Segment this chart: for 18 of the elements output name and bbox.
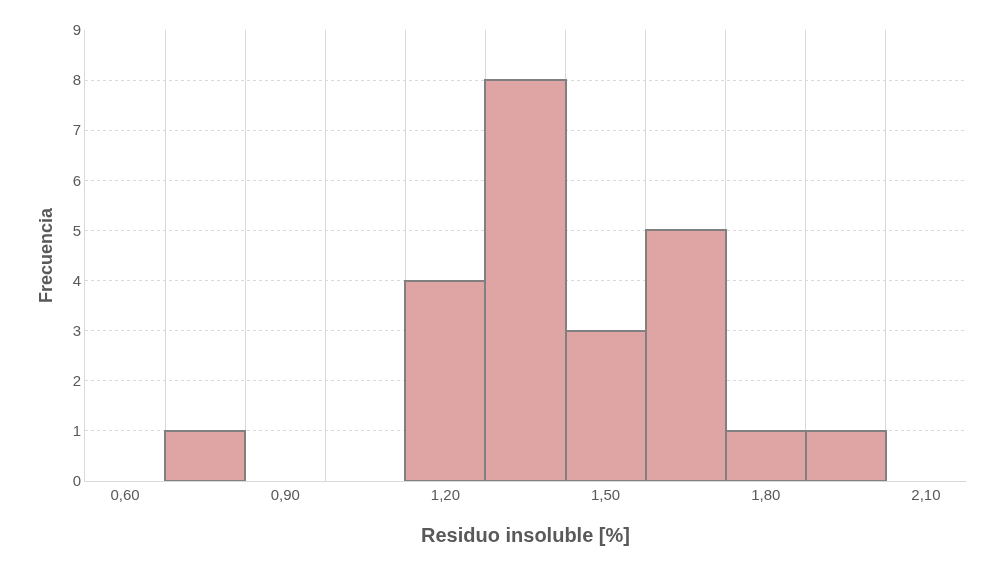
y-tick-label: 9 xyxy=(72,21,81,39)
y-tick-label: 4 xyxy=(72,271,81,289)
y-tick-label: 1 xyxy=(72,422,81,440)
y-tick-label: 2 xyxy=(72,372,81,390)
y-tick-label: 3 xyxy=(72,321,81,339)
x-tick-label: 0,60 xyxy=(110,486,140,503)
x-tick-label: 1,20 xyxy=(430,486,461,503)
x-tick-label: 1,50 xyxy=(590,486,621,503)
y-tick-label: 7 xyxy=(72,121,81,139)
y-axis-title: Frecuencia xyxy=(35,206,56,304)
x-tick-label: 1,80 xyxy=(751,486,781,503)
x-axis-title: Residuo insoluble [%] xyxy=(421,523,630,546)
y-tick-label: 8 xyxy=(72,71,81,89)
y-tick-label: 5 xyxy=(72,221,81,239)
x-tick-label: 2,10 xyxy=(911,486,941,503)
x-tick-label: 0,90 xyxy=(270,486,300,503)
y-tick-label: 0 xyxy=(72,472,81,490)
y-tick-label: 6 xyxy=(72,171,81,189)
